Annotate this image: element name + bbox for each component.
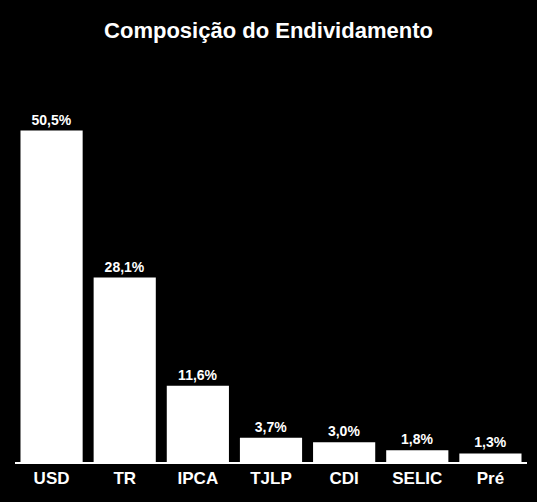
svg-text:CDI: CDI [329,469,358,488]
svg-text:Composição do Endividamento: Composição do Endividamento [104,18,433,43]
svg-text:1,8%: 1,8% [401,431,433,447]
svg-text:1,3%: 1,3% [474,434,506,450]
svg-text:3,0%: 3,0% [328,423,360,439]
svg-text:SELIC: SELIC [392,469,442,488]
svg-text:Pré: Pré [477,469,504,488]
svg-text:11,6%: 11,6% [178,367,217,383]
svg-text:TJLP: TJLP [250,469,292,488]
svg-text:28,1%: 28,1% [105,259,145,275]
svg-text:TR: TR [113,469,136,488]
svg-text:3,7%: 3,7% [255,419,287,435]
svg-text:IPCA: IPCA [178,469,219,488]
svg-text:USD: USD [34,469,70,488]
svg-text:50,5%: 50,5% [31,112,71,128]
